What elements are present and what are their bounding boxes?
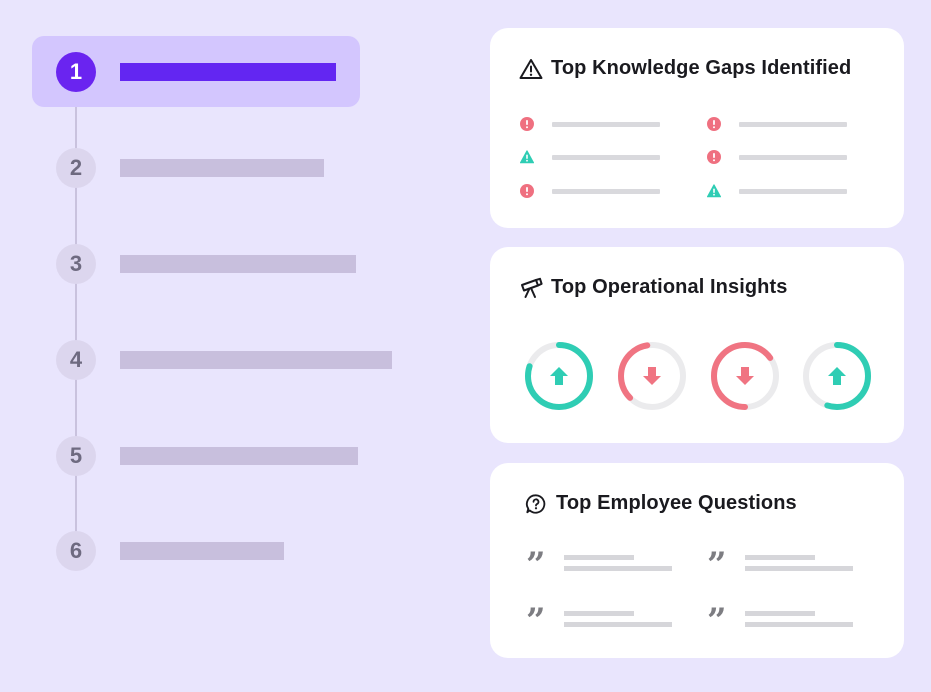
employee-questions-card: Top Employee Questions ” ” ” ” bbox=[490, 463, 904, 658]
question-text-placeholder bbox=[564, 555, 634, 560]
step-5[interactable]: 5 bbox=[56, 436, 456, 476]
warning-triangle-icon bbox=[707, 184, 721, 198]
step-label-placeholder bbox=[120, 63, 336, 81]
step-6[interactable]: 6 bbox=[56, 531, 456, 571]
step-number: 1 bbox=[56, 52, 96, 92]
arrow-up-icon bbox=[828, 367, 846, 385]
step-number: 6 bbox=[56, 531, 96, 571]
step-label-placeholder bbox=[120, 159, 324, 177]
question-text-placeholder bbox=[564, 566, 672, 571]
gap-text-placeholder bbox=[552, 189, 660, 194]
question-text-placeholder bbox=[745, 622, 853, 627]
step-2[interactable]: 2 bbox=[56, 148, 456, 188]
step-number: 4 bbox=[56, 340, 96, 380]
warning-triangle-icon bbox=[520, 150, 534, 164]
insight-ring-down bbox=[618, 342, 686, 410]
step-4[interactable]: 4 bbox=[56, 340, 456, 380]
question-text-placeholder bbox=[745, 611, 815, 616]
gap-item bbox=[520, 184, 670, 198]
step-3[interactable]: 3 bbox=[56, 244, 456, 284]
employee-questions-title: Top Employee Questions bbox=[524, 492, 797, 515]
error-circle-icon bbox=[707, 150, 721, 164]
error-circle-icon bbox=[707, 117, 721, 131]
step-label-placeholder bbox=[120, 447, 358, 465]
question-item: ” bbox=[707, 548, 867, 582]
step-label-placeholder bbox=[120, 351, 392, 369]
gap-text-placeholder bbox=[739, 155, 847, 160]
step-number: 2 bbox=[56, 148, 96, 188]
insight-ring-down bbox=[711, 342, 779, 410]
quote-icon: ” bbox=[526, 601, 545, 641]
gap-text-placeholder bbox=[739, 189, 847, 194]
step-label-placeholder bbox=[120, 542, 284, 560]
card-title-text: Top Knowledge Gaps Identified bbox=[551, 57, 852, 79]
gap-item bbox=[707, 150, 857, 164]
question-item: ” bbox=[707, 604, 867, 638]
quote-icon: ” bbox=[526, 545, 545, 585]
gap-item bbox=[520, 117, 670, 131]
arrow-down-icon bbox=[736, 367, 754, 385]
card-title-text: Top Employee Questions bbox=[556, 492, 797, 514]
question-text-placeholder bbox=[745, 555, 815, 560]
step-number: 5 bbox=[56, 436, 96, 476]
arrow-down-icon bbox=[643, 367, 661, 385]
gap-item bbox=[707, 117, 857, 131]
insight-ring-up bbox=[525, 342, 593, 410]
question-item: ” bbox=[526, 548, 686, 582]
question-item: ” bbox=[526, 604, 686, 638]
knowledge-gaps-title: Top Knowledge Gaps Identified bbox=[519, 57, 851, 80]
arrow-up-icon bbox=[550, 367, 568, 385]
gap-item bbox=[520, 150, 670, 164]
question-text-placeholder bbox=[564, 611, 634, 616]
gap-text-placeholder bbox=[552, 122, 660, 127]
question-bubble-icon bbox=[525, 493, 546, 514]
gap-item bbox=[707, 184, 857, 198]
stepper-connector-line bbox=[75, 96, 77, 552]
step-label-placeholder bbox=[120, 255, 356, 273]
error-circle-icon bbox=[520, 184, 534, 198]
operational-insights-card: Top Operational Insights bbox=[490, 247, 904, 443]
gap-text-placeholder bbox=[739, 122, 847, 127]
insight-ring-up bbox=[803, 342, 871, 410]
error-circle-icon bbox=[520, 117, 534, 131]
stepper: 1 2 3 4 5 6 bbox=[0, 0, 460, 692]
quote-icon: ” bbox=[707, 601, 726, 641]
quote-icon: ” bbox=[707, 545, 726, 585]
step-1[interactable]: 1 bbox=[56, 52, 456, 92]
warning-triangle-icon bbox=[519, 58, 543, 79]
operational-insights-title: Top Operational Insights bbox=[519, 276, 787, 299]
step-number: 3 bbox=[56, 244, 96, 284]
telescope-icon bbox=[521, 277, 543, 298]
card-title-text: Top Operational Insights bbox=[551, 276, 788, 298]
question-text-placeholder bbox=[564, 622, 672, 627]
knowledge-gaps-card: Top Knowledge Gaps Identified bbox=[490, 28, 904, 228]
gap-text-placeholder bbox=[552, 155, 660, 160]
question-text-placeholder bbox=[745, 566, 853, 571]
